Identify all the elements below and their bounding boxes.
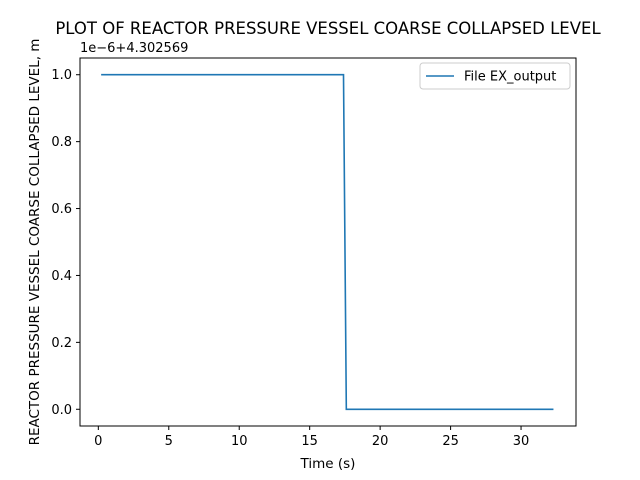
x-axis-label: Time (s) [300, 456, 356, 472]
legend: File EX_output [419, 62, 571, 90]
x-axis: 0 5 10 15 20 25 30 [94, 426, 529, 449]
series-line [101, 73, 554, 411]
x-tick-label: 20 [372, 434, 389, 449]
series-layer [101, 73, 554, 411]
legend-box [419, 62, 571, 90]
y-axis-label: REACTOR PRESSURE VESSEL COARSE COLLAPSED… [27, 39, 43, 446]
y-axis: 0.0 0.2 0.4 0.6 0.8 1.0 [51, 68, 80, 418]
x-tick-label: 25 [442, 434, 459, 449]
y-tick-label: 0.2 [51, 336, 72, 351]
plot-area [79, 57, 577, 427]
y-tick-label: 0.4 [51, 269, 72, 284]
x-tick-label: 0 [94, 434, 102, 449]
axes-frame [79, 57, 577, 427]
x-tick-label: 15 [301, 434, 318, 449]
legend-entry: File EX_output [464, 70, 556, 85]
y-tick-label: 0.0 [51, 403, 72, 418]
x-tick-label: 5 [165, 434, 173, 449]
x-tick-label: 10 [231, 434, 248, 449]
y-offset-text: 1e−6+4.302569 [80, 41, 188, 56]
chart-title: PLOT OF REACTOR PRESSURE VESSEL COARSE C… [55, 19, 601, 38]
y-tick-label: 1.0 [51, 68, 72, 83]
y-tick-label: 0.8 [51, 135, 72, 150]
y-tick-label: 0.6 [51, 202, 72, 217]
x-tick-label: 30 [513, 434, 530, 449]
